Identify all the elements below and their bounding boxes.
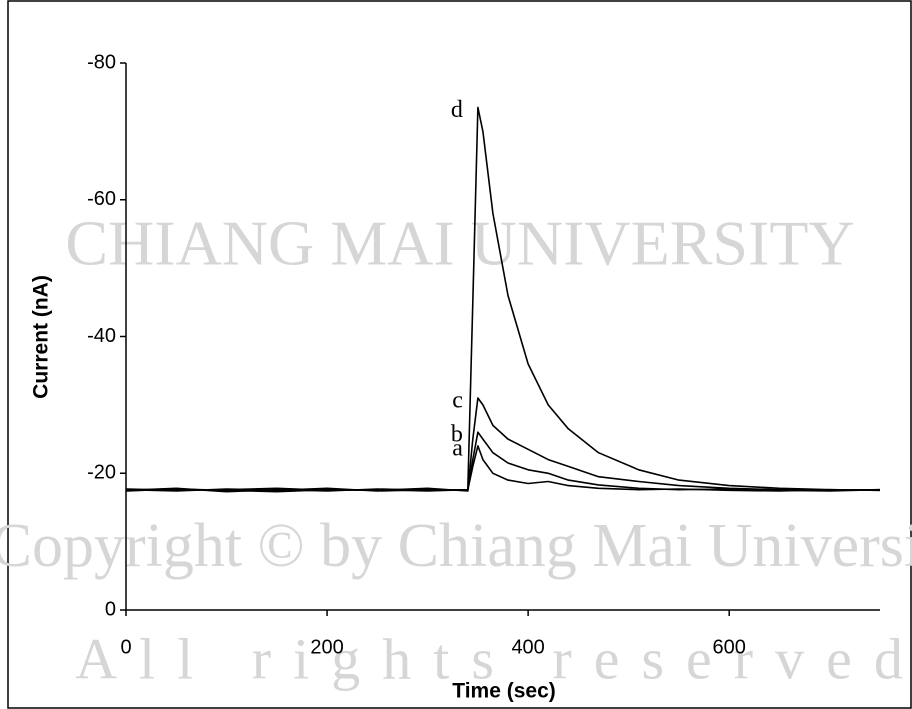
x-tick-label: 200	[310, 636, 343, 658]
series-line	[125, 431, 881, 492]
series-label: c	[452, 388, 463, 414]
y-tick-label: -60	[87, 188, 116, 210]
watermark: All rights reserved	[75, 626, 912, 691]
x-axis-label: Time (sec)	[452, 680, 556, 703]
y-tick-label: -20	[87, 462, 116, 484]
watermark: CHIANG MAI UNIVERSITY	[65, 208, 854, 279]
series-label: d	[451, 97, 463, 123]
y-tick-label: -80	[87, 51, 116, 73]
y-axis-label: Current (nA)	[30, 275, 53, 399]
y-tick-label: -40	[87, 325, 116, 347]
x-tick-label: 0	[120, 636, 131, 658]
series-label: b	[451, 422, 463, 448]
watermark: Copyright © by Chiang Mai University	[0, 512, 912, 580]
series-line	[125, 106, 881, 492]
frame	[7, 0, 912, 709]
series-line	[125, 445, 881, 493]
series-label: a	[452, 435, 463, 461]
x-tick-label: 400	[511, 636, 544, 658]
x-tick-label: 600	[713, 636, 746, 658]
y-tick-label: 0	[105, 598, 116, 620]
